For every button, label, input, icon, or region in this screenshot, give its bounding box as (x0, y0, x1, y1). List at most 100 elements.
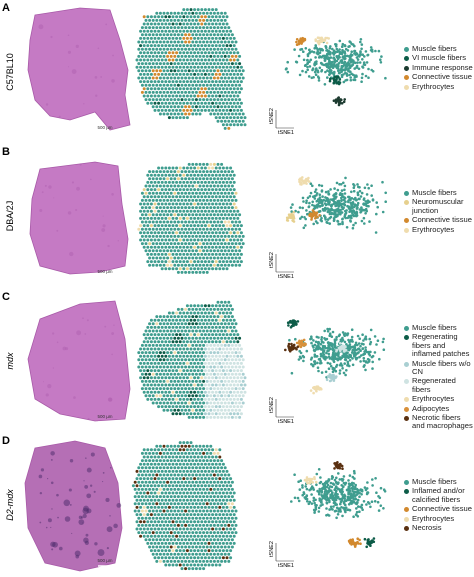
spot (162, 170, 166, 174)
spot (193, 173, 197, 177)
spot (230, 394, 234, 398)
tsne-point (314, 39, 318, 43)
strain-label: DBA/2J (5, 201, 15, 232)
spot (180, 62, 184, 66)
spot (167, 22, 171, 26)
spot (205, 451, 209, 455)
spot (229, 484, 233, 488)
spot (211, 195, 215, 199)
tsne-point (364, 348, 368, 352)
spot (227, 227, 231, 231)
spot (146, 44, 150, 48)
spot (239, 412, 243, 416)
spot (221, 491, 225, 495)
tsne-point (355, 66, 359, 69)
spot (202, 523, 206, 527)
tsne-point (312, 346, 315, 349)
spot (175, 412, 179, 416)
tsne-point (325, 64, 328, 67)
tsne-point (333, 344, 337, 348)
spot (175, 469, 179, 473)
spot (227, 33, 231, 37)
spot (151, 234, 155, 238)
spot (209, 545, 213, 549)
tsne-point (323, 329, 327, 333)
spot (229, 520, 233, 524)
spot (173, 509, 177, 513)
spot (149, 455, 153, 459)
spot (216, 98, 220, 102)
spot (196, 397, 200, 401)
spot (211, 556, 215, 560)
tsne-point (356, 334, 360, 338)
spot (158, 90, 162, 94)
spot (184, 466, 188, 470)
spot (171, 51, 175, 55)
spot (194, 315, 198, 319)
spot (167, 491, 171, 495)
spot (187, 545, 191, 549)
spot (223, 69, 227, 73)
spot (207, 195, 211, 199)
spot (173, 76, 177, 80)
spot (164, 361, 168, 365)
spot (176, 408, 180, 412)
spot (185, 195, 189, 199)
spot (207, 448, 211, 452)
spot (220, 47, 224, 51)
spot (238, 83, 242, 87)
spot (142, 245, 146, 249)
spot (182, 216, 186, 220)
spot (211, 347, 215, 351)
spot (223, 552, 227, 556)
spot (187, 18, 191, 22)
spot (169, 105, 173, 109)
spot (198, 98, 202, 102)
spot (227, 300, 231, 304)
spot (236, 383, 240, 387)
tsne-point (328, 222, 332, 225)
spot (209, 198, 213, 202)
spot (216, 502, 220, 506)
spot (166, 552, 170, 556)
tsne-point (369, 505, 372, 509)
spot (225, 505, 229, 509)
spot (234, 47, 238, 51)
spot (216, 69, 220, 73)
spot (227, 184, 231, 188)
spot (234, 509, 238, 513)
spot (214, 484, 218, 488)
spot (203, 556, 207, 560)
tsne-point (361, 58, 364, 61)
tsne-point (327, 190, 330, 193)
spot (189, 36, 193, 40)
spot (194, 336, 198, 340)
spot (223, 473, 227, 477)
spot (185, 340, 189, 344)
spot (203, 216, 207, 220)
spot (149, 188, 153, 192)
spot (153, 22, 157, 26)
spot (196, 108, 200, 112)
spot (205, 270, 209, 274)
spot (229, 347, 233, 351)
spot (212, 184, 216, 188)
spot (223, 408, 227, 412)
spot (221, 44, 225, 48)
spot (169, 69, 173, 73)
tsne-point (321, 347, 324, 351)
spot (236, 87, 240, 91)
tsne-point (302, 58, 306, 62)
tsne-point (336, 209, 340, 213)
spot (162, 62, 166, 66)
spot (151, 191, 155, 195)
spot (203, 549, 207, 553)
spot (182, 311, 186, 315)
spot (173, 263, 177, 267)
spot (162, 213, 166, 217)
spot (178, 383, 182, 387)
spot (196, 238, 200, 242)
spot (173, 531, 177, 535)
spot (166, 466, 170, 470)
tsne-point (364, 335, 368, 338)
